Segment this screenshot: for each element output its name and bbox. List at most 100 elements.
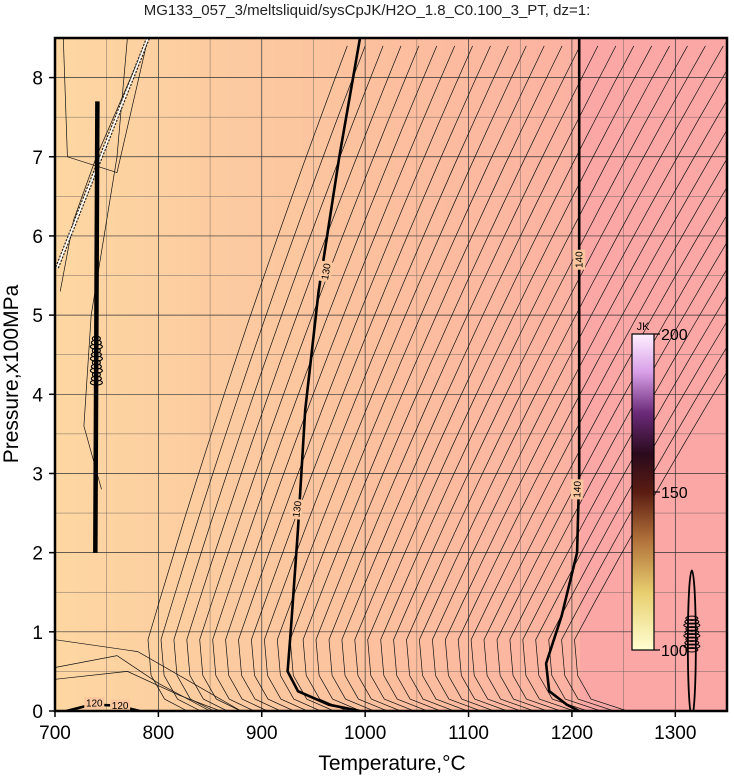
contour-line xyxy=(276,45,527,711)
spike-bead xyxy=(89,379,103,386)
annotated-contours xyxy=(66,38,701,711)
contour-label-bg xyxy=(318,260,334,283)
y-axis-label: Pressure,x100MPa xyxy=(0,284,23,463)
x-tick-label: 700 xyxy=(39,723,71,744)
x-tick-label: 1100 xyxy=(448,723,489,744)
contour-line xyxy=(225,45,456,711)
contour-line xyxy=(341,45,617,711)
contour-line xyxy=(535,294,727,711)
contour-line xyxy=(354,45,635,711)
contour-line xyxy=(548,320,727,711)
contour-line xyxy=(432,69,727,711)
contour-label: 130 xyxy=(291,500,304,518)
colorbar-tick-label: 100 xyxy=(661,643,688,660)
contour-lines xyxy=(55,38,727,711)
x-tick-label: 900 xyxy=(246,723,278,744)
contour-line xyxy=(160,45,366,711)
contour-labels: 120 120 130 130 140 140 xyxy=(84,249,586,712)
colorbar: JK 100 150 200 xyxy=(631,321,688,660)
contour-label-bg xyxy=(570,479,584,500)
contour-line xyxy=(199,45,420,711)
contour-label-bg xyxy=(289,498,305,520)
y-axis-ticks: 0 1 2 3 4 5 6 7 8 xyxy=(32,69,55,723)
contour-label: 120 xyxy=(112,701,129,712)
contour-label: 140 xyxy=(575,251,586,268)
contour-line xyxy=(328,45,599,711)
oval-contour xyxy=(686,569,697,711)
x-tick-label: 1000 xyxy=(344,723,386,744)
x-tick-label: 1300 xyxy=(654,723,696,744)
y-tick-label: 0 xyxy=(32,702,43,723)
spike-bead xyxy=(89,343,103,350)
spike-bead xyxy=(89,367,103,374)
contour-line xyxy=(367,45,653,711)
contour-line xyxy=(315,45,581,711)
colorbar-tick-label: 200 xyxy=(661,327,688,344)
contour-label-bg xyxy=(573,249,586,270)
contour-line xyxy=(406,45,706,711)
y-tick-label: 6 xyxy=(32,227,43,248)
x-tick-label: 1200 xyxy=(551,723,593,744)
contour-line xyxy=(55,639,242,711)
contour-line xyxy=(238,45,473,711)
x-axis-label: Temperature,°C xyxy=(318,752,465,775)
oval-bead xyxy=(685,626,699,632)
y-tick-label: 3 xyxy=(32,464,43,485)
oval-bead xyxy=(684,629,700,635)
x-axis-ticks: 700 800 900 1000 1100 1200 1300 xyxy=(39,711,696,744)
oval-bead xyxy=(683,633,701,639)
y-tick-label: 4 xyxy=(32,385,43,406)
oval-bead xyxy=(685,647,699,653)
contour-line xyxy=(212,45,438,711)
chart-title: MG133_057_3/meltsliquid/sysCpJK/H2O_1.8_… xyxy=(144,2,591,19)
colorbar-unit: JK xyxy=(637,321,651,333)
contour-line xyxy=(264,45,509,711)
oval-bead xyxy=(685,615,699,621)
contour-line xyxy=(186,45,402,711)
spike-bead xyxy=(90,375,102,382)
annotated-contour xyxy=(286,38,362,711)
contour-line xyxy=(444,99,727,711)
spike-bead xyxy=(91,371,101,378)
spike-bead xyxy=(90,339,102,346)
contour-line xyxy=(470,158,727,711)
contour-line xyxy=(496,214,727,711)
spike-bead xyxy=(91,347,101,354)
contour-line xyxy=(55,671,221,711)
contour-label-bg xyxy=(110,699,131,712)
hatched-band-core xyxy=(56,38,149,268)
y-tick-label: 1 xyxy=(32,623,43,644)
y-tick-label: 5 xyxy=(32,306,43,327)
spike-bead xyxy=(91,335,101,342)
contour-label: 120 xyxy=(86,699,103,710)
x-tick-label: 800 xyxy=(143,723,175,744)
oval-bead xyxy=(683,622,701,628)
y-tick-label: 2 xyxy=(32,544,43,565)
plot-frame xyxy=(53,36,729,713)
colorbar-ramp xyxy=(631,333,655,651)
annotated-contour xyxy=(544,38,581,711)
y-tick-label: 7 xyxy=(32,148,43,169)
spike-bead xyxy=(90,351,102,358)
spike-contour xyxy=(93,101,100,553)
contour-line xyxy=(83,38,128,490)
contour-line xyxy=(457,129,727,711)
spike-bead xyxy=(90,363,102,370)
oval-bead xyxy=(684,640,700,646)
colorbar-tick-label: 150 xyxy=(661,485,688,502)
contour-line xyxy=(483,186,727,711)
oval-bead xyxy=(683,643,701,649)
contour-line xyxy=(380,45,670,711)
oval-bead xyxy=(685,636,699,642)
contour-line xyxy=(561,346,727,711)
contour-line xyxy=(419,45,724,711)
contour-line xyxy=(574,371,727,711)
contour-line xyxy=(302,45,563,711)
contour-line xyxy=(251,45,491,711)
oval-bead xyxy=(684,619,700,625)
spike-bead xyxy=(89,355,103,362)
spike-bead xyxy=(91,359,101,366)
contour-line xyxy=(147,45,348,711)
contour-line xyxy=(393,45,688,711)
